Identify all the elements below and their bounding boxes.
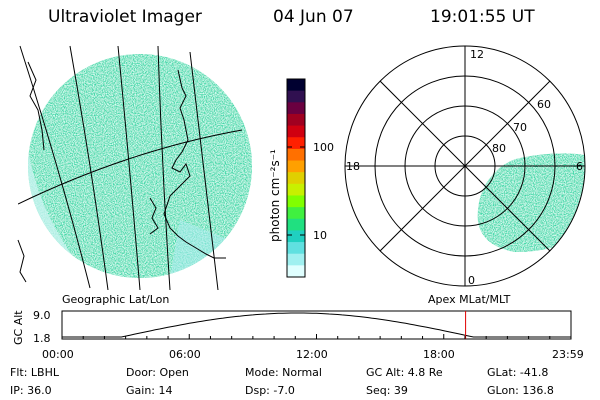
orbit-plot <box>61 310 572 340</box>
polar-grid <box>344 45 586 287</box>
info-ip: IP: 36.0 <box>10 384 52 397</box>
info-gain: Gain: 14 <box>126 384 173 397</box>
colorbar-unit-label: photon cm⁻²s⁻¹ <box>268 149 282 242</box>
orbit-y-tick-bottom: 1.8 <box>33 332 51 345</box>
info-mode: Mode: Normal <box>245 366 322 379</box>
colorbar-segment <box>287 242 305 255</box>
info-gcalt: GC Alt: 4.8 Re <box>366 366 443 379</box>
orbit-y-tick-top: 9.0 <box>33 309 51 322</box>
colorbar-segment <box>287 148 305 162</box>
orbit-x-tick-2: 12:00 <box>296 348 328 361</box>
colorbar-segment <box>287 207 305 220</box>
info-seq: Seq: 39 <box>366 384 408 397</box>
time-label: 19:01:55 UT <box>430 7 535 27</box>
mlat-label-70: 70 <box>513 121 527 134</box>
mlt-label-6: 6 <box>576 160 583 173</box>
polar-aurora-image <box>477 153 585 252</box>
geographic-grid <box>18 45 243 290</box>
info-door: Door: Open <box>126 366 189 379</box>
colorbar-segment <box>287 160 305 173</box>
colorbar-segment <box>287 137 305 150</box>
colorbar-segment <box>287 218 305 231</box>
mlat-label-80: 80 <box>492 142 506 155</box>
mlt-label-0: 0 <box>468 274 475 287</box>
orbit-x-tick-0: 00:00 <box>42 348 74 361</box>
orbit-x-tick-3: 18:00 <box>423 348 455 361</box>
orbit-x-tick-4: 23:59 <box>552 348 584 361</box>
colorbar-segment <box>287 102 305 115</box>
apex-panel-label: Apex MLat/MLT <box>428 293 511 306</box>
colorbar-tick-100: 100 <box>313 141 334 154</box>
colorbar-segment <box>287 265 305 278</box>
info-flt: Flt: LBHL <box>10 366 59 379</box>
colorbar-segment <box>287 79 305 92</box>
colorbar-segment <box>287 125 305 138</box>
colorbar-segment <box>287 230 305 243</box>
colorbar-segment <box>287 113 305 127</box>
mlat-label-60: 60 <box>537 98 551 111</box>
instrument-title: Ultraviolet Imager <box>48 7 202 27</box>
colorbar-segment <box>287 172 305 185</box>
info-glon: GLon: 136.8 <box>487 384 554 397</box>
geographic-image <box>28 54 252 278</box>
colorbar <box>286 78 306 278</box>
date-label: 04 Jun 07 <box>273 7 354 27</box>
info-glat: GLat: -41.8 <box>487 366 549 379</box>
orbit-axis-label: GC Alt <box>12 310 25 345</box>
orbit-x-tick-1: 06:00 <box>169 348 201 361</box>
mlt-label-18: 18 <box>346 160 360 173</box>
coastline <box>17 61 226 283</box>
colorbar-segment <box>287 90 305 103</box>
colorbar-tick-10: 10 <box>313 229 327 242</box>
colorbar-segment <box>287 183 305 196</box>
mlt-label-12: 12 <box>470 48 484 61</box>
colorbar-segment <box>287 195 305 208</box>
colorbar-segment <box>287 253 305 266</box>
geographic-panel-label: Geographic Lat/Lon <box>62 293 169 306</box>
info-dsp: Dsp: -7.0 <box>245 384 295 397</box>
